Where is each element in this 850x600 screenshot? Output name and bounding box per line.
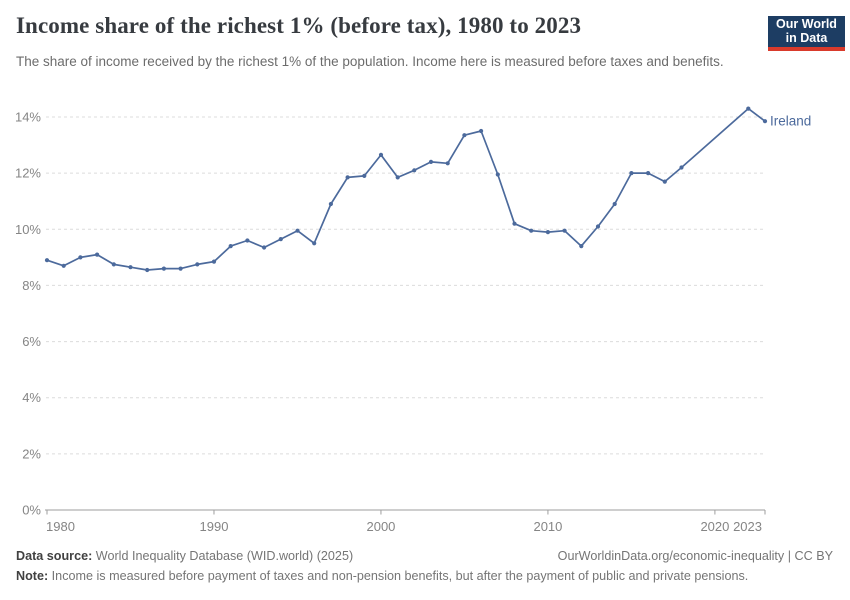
data-point-2006[interactable] (479, 128, 484, 134)
data-point-1989[interactable] (195, 262, 200, 267)
data-point-1991[interactable] (228, 244, 233, 249)
owid-logo[interactable]: Our World in Data (768, 16, 845, 51)
data-point-2023[interactable] (762, 119, 768, 124)
data-point-2003[interactable] (428, 159, 434, 164)
data-point-2002[interactable] (412, 168, 417, 173)
data-point-1988[interactable] (178, 266, 183, 271)
data-point-1980[interactable] (44, 258, 50, 263)
data-point-1987[interactable] (161, 266, 166, 271)
data-point-1994[interactable] (278, 237, 283, 242)
data-source-label: Data source: (16, 549, 93, 563)
y-tick-label: 8% (22, 278, 41, 293)
y-tick-label: 10% (15, 222, 41, 237)
y-tick-label: 14% (15, 110, 41, 125)
data-source-text: Data source: World Inequality Database (… (16, 549, 354, 563)
data-point-2011[interactable] (562, 228, 567, 233)
y-tick-label: 2% (22, 446, 41, 461)
x-tick-label: 2010 (533, 519, 562, 534)
data-point-2008[interactable] (512, 221, 517, 226)
y-tick-label: 12% (15, 166, 41, 181)
data-point-2018[interactable] (679, 165, 684, 170)
data-point-1999[interactable] (362, 173, 367, 178)
owid-logo-line1: Our World (776, 17, 837, 31)
data-point-1995[interactable] (295, 228, 300, 233)
x-tick-label: 2023 (733, 519, 762, 534)
data-point-2005[interactable] (462, 133, 467, 138)
y-tick-label: 0% (22, 503, 41, 518)
data-point-1997[interactable] (328, 201, 333, 207)
x-tick-label: 2020 (700, 519, 729, 534)
owid-url-link[interactable]: OurWorldinData.org/economic-inequality |… (557, 549, 833, 563)
x-tick-label: 2000 (366, 519, 395, 534)
x-tick-label: 1990 (200, 519, 229, 534)
data-point-1990[interactable] (211, 259, 217, 264)
data-point-2014[interactable] (612, 201, 617, 207)
page-title: Income share of the richest 1% (before t… (16, 13, 582, 38)
data-point-1984[interactable] (111, 262, 116, 267)
data-series-line[interactable] (46, 107, 766, 271)
data-point-1986[interactable] (145, 267, 150, 273)
data-point-2022[interactable] (746, 106, 751, 111)
owid-logo-line2: in Data (785, 30, 828, 45)
data-point-1981[interactable] (61, 263, 66, 268)
data-point-1996[interactable] (312, 241, 317, 246)
data-point-2015[interactable] (629, 171, 634, 176)
data-point-1992[interactable] (245, 238, 250, 243)
data-point-1998[interactable] (345, 175, 350, 180)
series-label-ireland[interactable]: Ireland (770, 114, 811, 129)
data-point-2004[interactable] (445, 161, 450, 166)
note-label: Note: (16, 569, 49, 583)
chart-subtitle: The share of income received by the rich… (16, 54, 724, 69)
chart-footer: Data source: World Inequality Database (… (16, 546, 833, 586)
data-point-2010[interactable] (545, 230, 551, 235)
data-point-1982[interactable] (78, 255, 83, 260)
x-tick-label: 1980 (46, 519, 75, 534)
data-point-2012[interactable] (579, 244, 584, 249)
data-point-2013[interactable] (595, 224, 601, 229)
data-point-2000[interactable] (378, 152, 384, 157)
data-point-1983[interactable] (95, 252, 100, 257)
data-point-2017[interactable] (662, 179, 667, 184)
y-tick-label: 4% (22, 390, 41, 405)
y-tick-label: 6% (22, 334, 41, 349)
note-text: Note: Income is measured before payment … (16, 569, 749, 583)
data-point-2001[interactable] (395, 175, 400, 180)
data-point-2009[interactable] (529, 228, 534, 233)
data-point-1985[interactable] (128, 265, 133, 270)
data-point-2016[interactable] (646, 171, 651, 176)
data-point-2007[interactable] (495, 172, 500, 177)
data-point-1993[interactable] (262, 245, 267, 250)
